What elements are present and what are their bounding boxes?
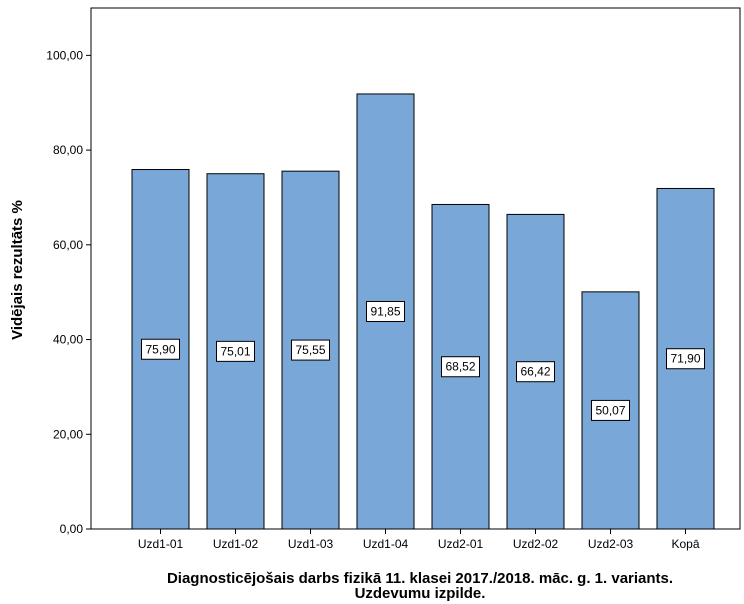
data-label-box: [441, 356, 480, 378]
y-axis: 0,00 20,00 40,00 60,00 80,00 100,00: [46, 48, 91, 536]
y-axis-title: Vidējais rezultāts %: [9, 200, 26, 340]
x-tick-label: Uzd1-04: [363, 537, 409, 551]
data-label-box: [666, 348, 705, 370]
data-label: 71,90: [670, 352, 700, 366]
y-tick-label: 0,00: [60, 522, 84, 536]
data-label-box: [516, 361, 555, 383]
x-axis-title-line-2: Uzdevumu izpilde.: [355, 585, 486, 602]
x-tick-label: Kopā: [671, 537, 699, 551]
x-tick-label: Uzd1-02: [213, 537, 259, 551]
data-label: 50,07: [595, 403, 625, 417]
data-label-box: [141, 338, 180, 360]
plot-frame: [90, 7, 741, 530]
bars: [131, 93, 715, 530]
data-label: 66,42: [520, 365, 550, 379]
y-tick-label: 80,00: [53, 143, 83, 157]
data-label-box: [366, 300, 405, 322]
y-tick-label: 100,00: [46, 48, 83, 62]
x-axis-title-line-1: Diagnosticējošais darbs fizikā 11. klase…: [167, 570, 673, 587]
data-label-box: [591, 399, 630, 421]
y-tick-label: 60,00: [53, 238, 83, 252]
x-tick-label: Uzd2-03: [588, 537, 634, 551]
y-tick-label: 20,00: [53, 427, 83, 441]
x-tick-label: Uzd2-01: [438, 537, 484, 551]
x-tick-label: Uzd1-01: [138, 537, 184, 551]
data-label: 75,01: [220, 344, 250, 358]
plot-area: [90, 7, 741, 530]
x-tick-label: Uzd1-03: [288, 537, 334, 551]
data-label-box: [216, 340, 255, 362]
data-label: 68,52: [445, 360, 475, 374]
data-labels: 75,90 75,01 75,55 91,85 68,52 66,42 50,07 71,90: [141, 300, 705, 421]
data-label-box: [291, 339, 330, 361]
data-label: 75,90: [145, 342, 175, 356]
x-axis: Uzd1-01 Uzd1-02 Uzd1-03 Uzd1-04 Uzd2-01 Uzd2-…: [138, 529, 700, 551]
y-tick-label: 40,00: [53, 333, 83, 347]
data-label: 91,85: [370, 304, 400, 318]
x-tick-label: Uzd2-02: [513, 537, 559, 551]
data-label: 75,55: [295, 343, 325, 357]
